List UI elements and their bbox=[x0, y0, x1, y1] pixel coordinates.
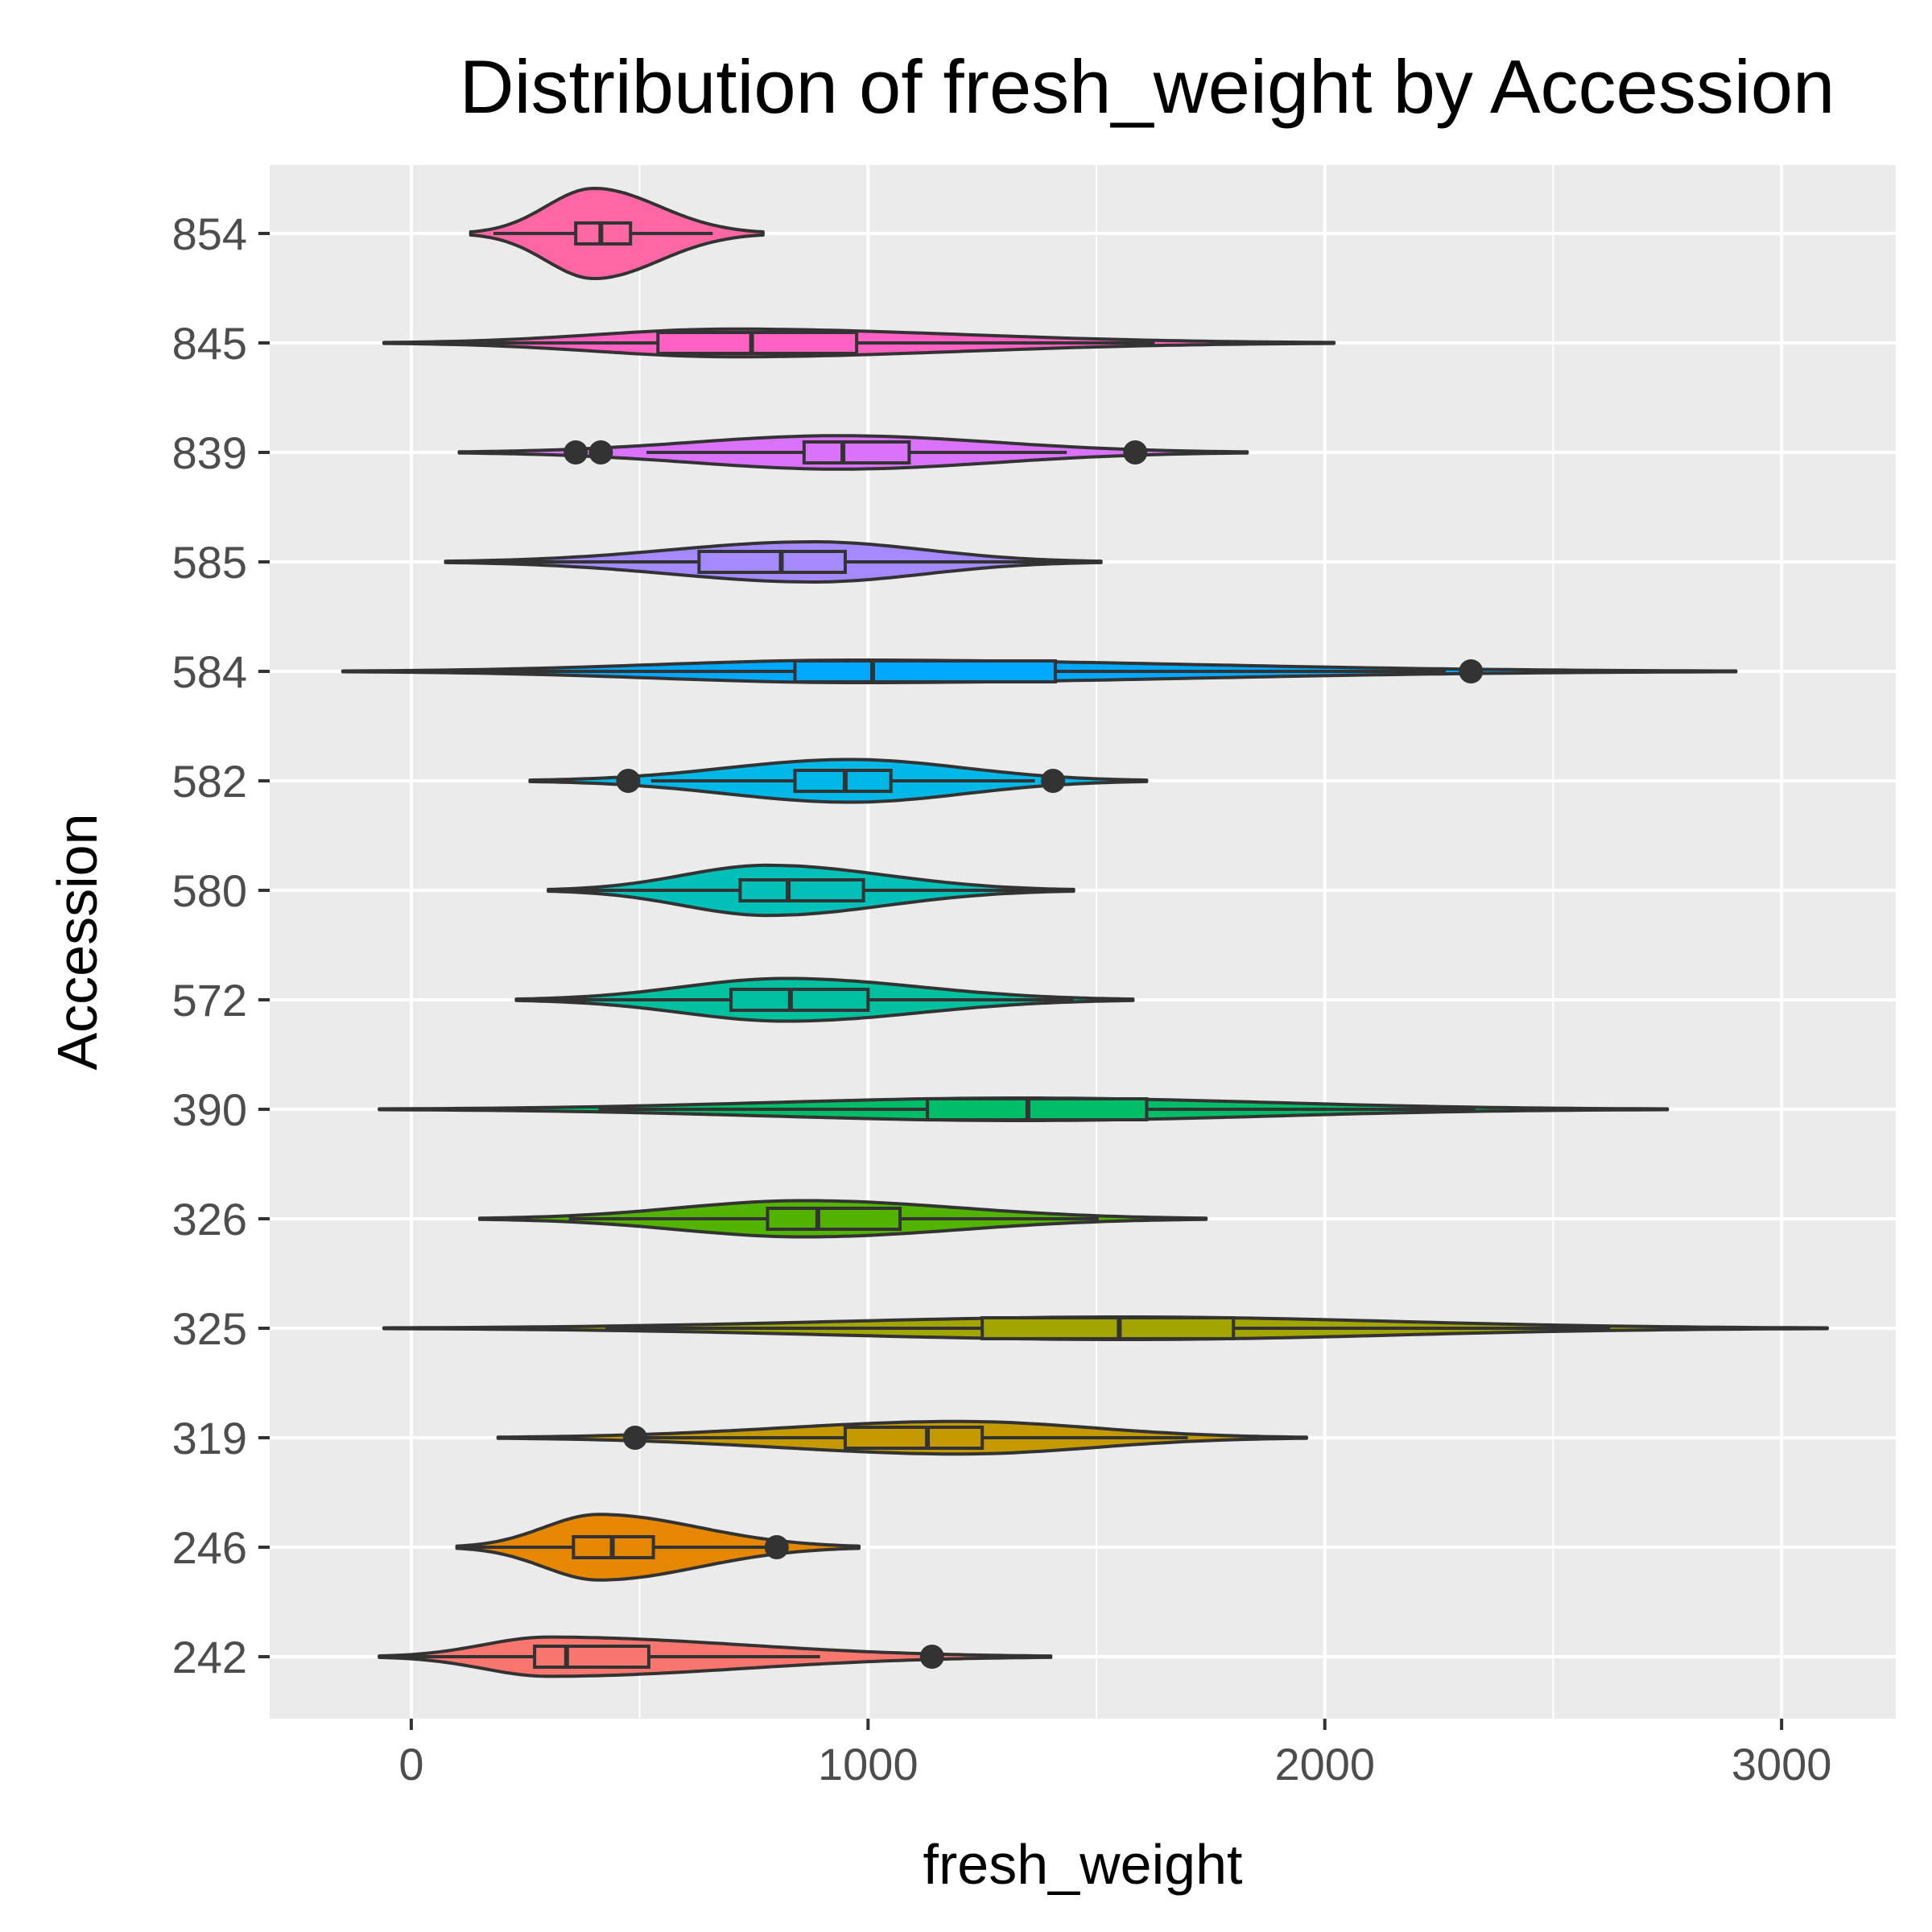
box bbox=[926, 1097, 1149, 1121]
x-axis: 0 1000 2000 3000 bbox=[398, 1719, 1831, 1790]
box bbox=[729, 988, 870, 1012]
violin-585 bbox=[444, 540, 1103, 584]
box bbox=[802, 440, 911, 464]
y-tick-label: 246 bbox=[172, 1522, 247, 1573]
box bbox=[697, 550, 847, 574]
box bbox=[766, 1207, 902, 1231]
outlier-point bbox=[919, 1645, 944, 1669]
outlier-point bbox=[764, 1535, 789, 1559]
y-tick-label: 585 bbox=[172, 537, 247, 588]
x-tick-label: 0 bbox=[398, 1739, 423, 1790]
violin-839 bbox=[457, 434, 1249, 471]
x-tick-label: 1000 bbox=[818, 1739, 919, 1790]
x-axis-title: fresh_weight bbox=[923, 1833, 1243, 1896]
outlier-point bbox=[1459, 659, 1484, 683]
plot-panel bbox=[270, 165, 1896, 1719]
violins bbox=[341, 187, 1829, 1678]
outlier-point bbox=[622, 1426, 647, 1450]
violin-572 bbox=[514, 976, 1135, 1023]
outlier-point bbox=[588, 440, 613, 464]
y-axis-title: Accession bbox=[46, 813, 109, 1070]
y-tick-label: 319 bbox=[172, 1413, 247, 1463]
x-tick-label: 2000 bbox=[1274, 1739, 1375, 1790]
y-tick-label: 854 bbox=[172, 208, 247, 259]
violin-246 bbox=[455, 1513, 861, 1582]
violin-325 bbox=[382, 1315, 1829, 1341]
violin-584 bbox=[341, 658, 1738, 684]
y-tick-label: 845 bbox=[172, 318, 247, 369]
outlier-point bbox=[1123, 440, 1148, 464]
y-tick-label: 580 bbox=[172, 865, 247, 916]
outlier-point bbox=[1041, 769, 1066, 793]
y-axis: 854 845 839 585 584 582 580 572 390 326 325 319 246 2… bbox=[172, 208, 270, 1682]
box bbox=[533, 1645, 650, 1669]
violin-580 bbox=[547, 863, 1075, 918]
box bbox=[738, 878, 865, 902]
box bbox=[843, 1426, 985, 1450]
y-tick-label: 326 bbox=[172, 1194, 247, 1245]
violin-242 bbox=[378, 1635, 1053, 1678]
y-tick-label: 572 bbox=[172, 975, 247, 1026]
outlier-point bbox=[564, 440, 588, 464]
box bbox=[980, 1316, 1236, 1340]
violin-326 bbox=[478, 1199, 1208, 1239]
violin-582 bbox=[528, 758, 1149, 804]
y-tick-label: 390 bbox=[172, 1084, 247, 1135]
x-tick-label: 3000 bbox=[1732, 1739, 1832, 1790]
y-tick-label: 584 bbox=[172, 646, 247, 697]
violin-854 bbox=[469, 187, 765, 280]
y-tick-label: 242 bbox=[172, 1632, 247, 1682]
box bbox=[656, 331, 859, 355]
violin-390 bbox=[378, 1096, 1670, 1122]
violin-319 bbox=[496, 1419, 1309, 1456]
y-tick-label: 325 bbox=[172, 1303, 247, 1354]
y-tick-label: 582 bbox=[172, 756, 247, 807]
box bbox=[793, 659, 1057, 683]
outlier-point bbox=[616, 769, 641, 793]
y-tick-label: 839 bbox=[172, 427, 247, 478]
chart-title: Distribution of fresh_weight by Accessio… bbox=[460, 44, 1835, 129]
violin-845 bbox=[382, 327, 1336, 359]
